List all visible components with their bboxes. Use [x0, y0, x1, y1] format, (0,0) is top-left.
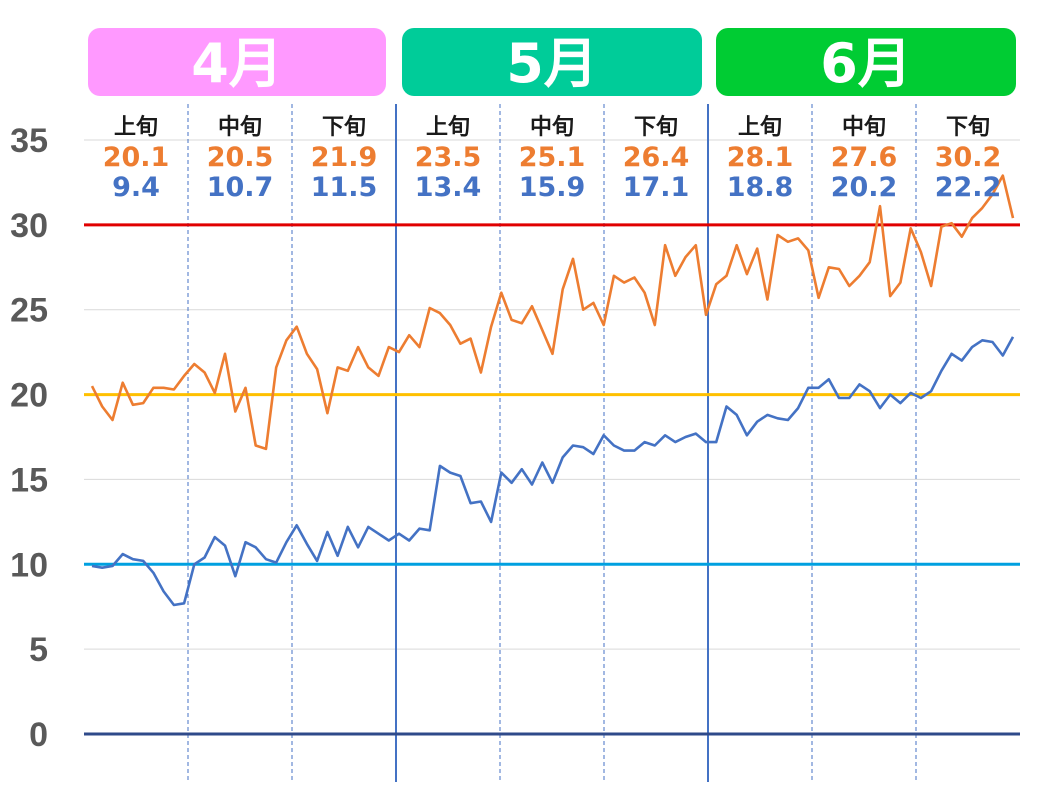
y-tick-label: 20 [10, 377, 48, 415]
series-line-max [90, 174, 1015, 451]
period-label: 上旬 [738, 114, 782, 140]
month-header: 4月 [88, 28, 386, 96]
period-label: 下旬 [634, 114, 678, 140]
series-line-min [91, 336, 1015, 607]
period-label: 中旬 [530, 114, 574, 140]
month-label: 4月 [191, 32, 283, 95]
month-badge [716, 28, 1016, 96]
avg-max-value: 23.5 [415, 142, 482, 173]
avg-max-value: 21.9 [311, 142, 378, 173]
avg-min-value: 13.4 [415, 172, 482, 203]
month-header: 5月 [402, 28, 702, 96]
avg-min-value: 15.9 [519, 172, 586, 203]
month-badge [402, 28, 702, 96]
avg-min-value: 18.8 [727, 172, 794, 203]
month-header: 6月 [716, 28, 1016, 96]
period-label: 下旬 [946, 114, 990, 140]
period-dividers [187, 104, 917, 782]
y-tick-label: 10 [10, 546, 48, 584]
avg-min-value: 9.4 [112, 172, 160, 203]
month-badge [88, 28, 386, 96]
period-label: 中旬 [218, 114, 262, 140]
period-labels: 上旬20.19.4中旬20.510.7下旬21.911.5上旬23.513.4中… [103, 114, 1002, 203]
avg-min-value: 22.2 [935, 172, 1002, 203]
avg-min-value: 20.2 [831, 172, 898, 203]
month-label: 6月 [820, 32, 912, 95]
y-tick-label: 35 [10, 122, 48, 160]
period-label: 上旬 [114, 114, 158, 140]
y-axis-tick-labels: 0 5 10 15 20 25 30 35 [10, 122, 48, 754]
avg-max-value: 20.1 [103, 142, 170, 173]
period-label: 中旬 [842, 114, 886, 140]
avg-max-value: 20.5 [207, 142, 274, 173]
avg-min-value: 11.5 [311, 172, 378, 203]
y-tick-label: 5 [29, 631, 48, 669]
avg-max-value: 26.4 [623, 142, 690, 173]
avg-min-value: 10.7 [207, 172, 274, 203]
period-label: 下旬 [322, 114, 366, 140]
month-headers: 4月 5月 6月 [88, 28, 1016, 96]
avg-max-value: 27.6 [831, 142, 898, 173]
avg-max-value: 28.1 [727, 142, 794, 173]
series-lines [90, 174, 1015, 607]
month-label: 5月 [506, 32, 598, 95]
period-label: 上旬 [426, 114, 470, 140]
horizontal-gridlines [84, 139, 1020, 735]
y-tick-label: 0 [29, 716, 48, 754]
avg-max-value: 30.2 [935, 142, 1002, 173]
y-tick-label: 15 [10, 461, 48, 499]
y-tick-label: 30 [10, 207, 48, 245]
y-tick-label: 25 [10, 292, 48, 330]
avg-max-value: 25.1 [519, 142, 586, 173]
avg-min-value: 17.1 [623, 172, 690, 203]
